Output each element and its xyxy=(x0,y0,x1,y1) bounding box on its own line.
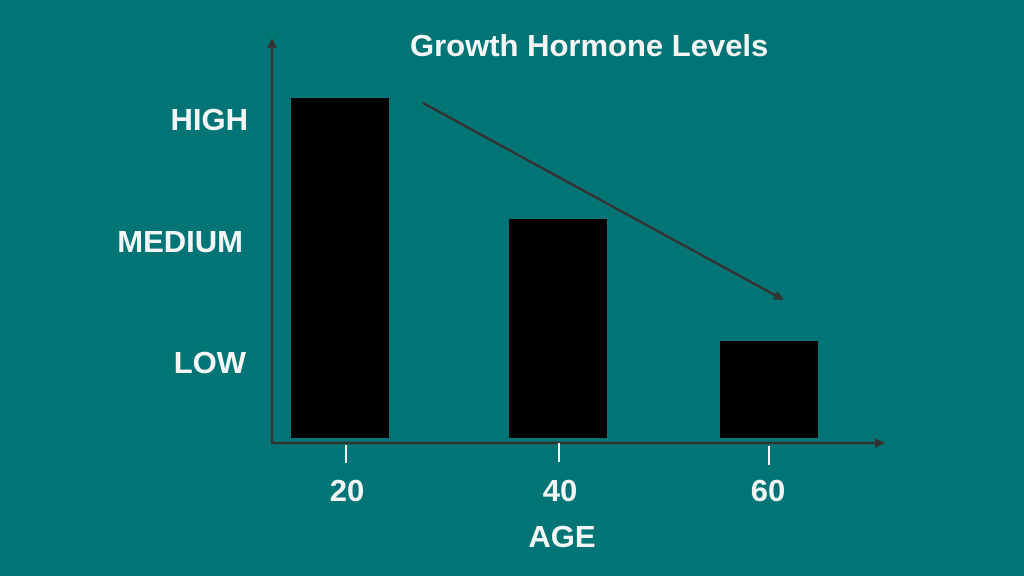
bar-age-20 xyxy=(291,98,389,438)
y-label-medium: MEDIUM xyxy=(117,224,243,259)
x-label-40: 40 xyxy=(542,473,578,508)
bar-age-40 xyxy=(509,219,607,438)
chart-title: Growth Hormone Levels xyxy=(410,28,769,63)
y-label-high: HIGH xyxy=(170,102,249,137)
bar-age-60 xyxy=(720,341,818,438)
x-axis-title: AGE xyxy=(528,519,596,554)
trend-arrow-icon xyxy=(422,101,784,301)
x-label-60: 60 xyxy=(750,473,786,508)
y-label-low: LOW xyxy=(173,345,246,380)
x-label-20: 20 xyxy=(329,473,365,508)
